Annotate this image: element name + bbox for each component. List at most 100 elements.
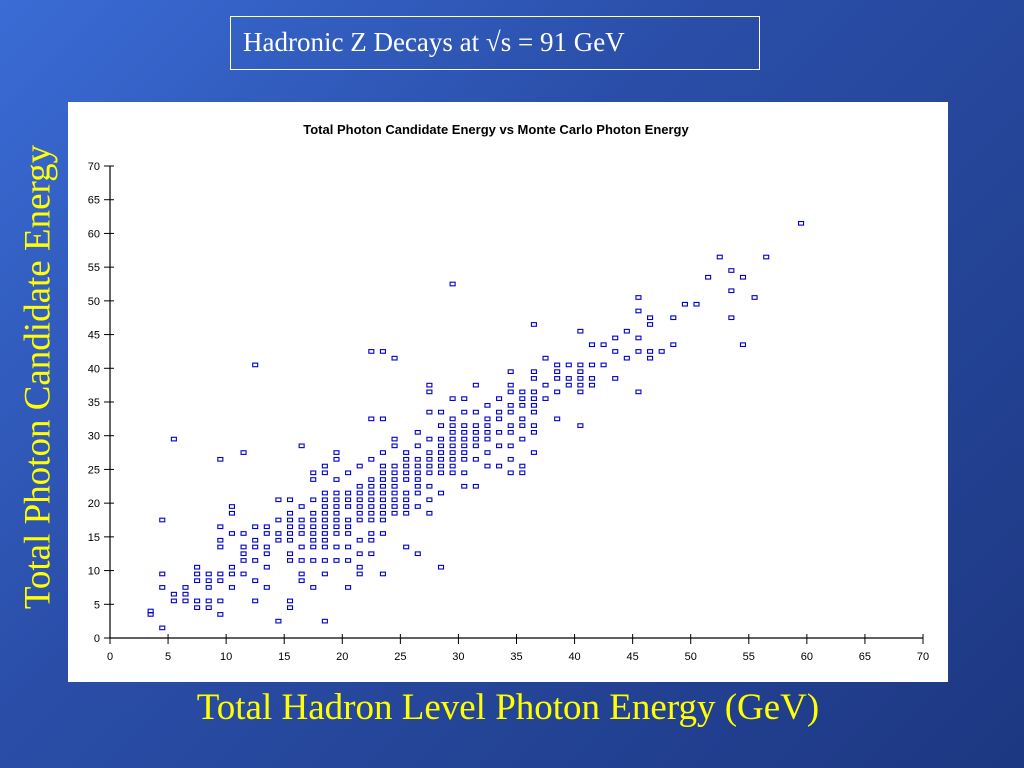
data-point	[228, 585, 235, 590]
data-point	[368, 537, 375, 543]
data-point	[739, 342, 747, 348]
data-point	[286, 537, 294, 543]
data-point	[368, 456, 375, 462]
data-point	[205, 578, 212, 584]
x-tick-label: 60	[801, 651, 813, 663]
data-point	[414, 477, 421, 482]
data-point	[240, 544, 247, 550]
data-point	[333, 544, 340, 550]
data-point	[263, 524, 270, 530]
data-point	[286, 497, 294, 503]
data-point	[345, 585, 352, 590]
data-point	[530, 322, 537, 327]
data-point	[472, 429, 479, 435]
data-point	[228, 571, 235, 577]
data-point	[530, 409, 537, 415]
data-point	[217, 612, 224, 617]
data-point	[298, 524, 305, 530]
data-point	[379, 571, 386, 577]
data-point	[252, 524, 259, 530]
data-point	[437, 470, 445, 476]
data-point	[170, 598, 177, 604]
data-point	[461, 409, 468, 415]
data-point	[507, 403, 514, 408]
data-point	[379, 517, 386, 523]
data-point	[507, 456, 514, 462]
data-point	[461, 396, 468, 401]
data-point	[368, 483, 375, 489]
y-tick-label: 5	[94, 599, 100, 611]
data-point	[507, 429, 514, 435]
data-point	[530, 403, 537, 408]
data-point	[437, 436, 445, 442]
data-point	[194, 598, 201, 604]
data-point	[472, 443, 479, 449]
data-point	[286, 605, 294, 611]
data-point	[681, 301, 688, 307]
data-point	[449, 416, 456, 422]
data-point	[333, 450, 340, 455]
data-point	[670, 342, 677, 348]
data-point	[403, 450, 410, 455]
data-point	[217, 598, 224, 604]
data-point	[403, 504, 410, 509]
axes: 0 5 10 15 20 25 30 35 40 45 50 55 60 65 70 0 5 10 15 20 25 30…	[88, 161, 929, 663]
scatter-chart: Total Photon Candidate Energy vs Monte C…	[88, 122, 929, 663]
data-point	[321, 470, 328, 476]
data-point	[403, 497, 410, 503]
data-point	[588, 382, 596, 388]
y-tick-label: 25	[88, 464, 100, 476]
data-point	[449, 450, 456, 455]
data-point	[414, 483, 421, 489]
data-point	[391, 463, 398, 469]
data-point	[217, 456, 224, 462]
data-point	[205, 571, 212, 577]
data-point	[228, 510, 235, 516]
data-point	[461, 423, 468, 428]
x-tick-label: 65	[859, 651, 871, 663]
data-point	[275, 531, 282, 536]
x-tick-label: 30	[452, 651, 464, 663]
data-point	[496, 429, 503, 435]
data-point	[321, 531, 328, 536]
data-point	[507, 409, 514, 415]
data-point	[449, 281, 456, 287]
data-point	[345, 524, 352, 530]
data-point	[565, 376, 572, 381]
data-point	[379, 483, 386, 489]
data-point	[414, 456, 421, 462]
y-tick-label: 20	[88, 498, 100, 510]
x-tick-label: 15	[278, 651, 290, 663]
data-point	[170, 591, 177, 597]
data-point	[333, 490, 340, 496]
data-point	[310, 510, 317, 516]
data-point	[426, 463, 433, 469]
data-point	[437, 443, 445, 449]
x-tick-label: 0	[107, 651, 113, 663]
data-point	[437, 450, 445, 455]
data-point	[519, 416, 526, 422]
data-point	[437, 463, 445, 469]
data-point	[368, 497, 375, 503]
data-point	[612, 349, 619, 354]
data-point	[263, 564, 270, 570]
data-point	[496, 409, 503, 415]
data-point	[426, 456, 433, 462]
data-point	[333, 477, 340, 482]
data-point	[461, 436, 468, 442]
data-point	[507, 369, 514, 375]
data-point	[356, 483, 363, 489]
data-point	[182, 598, 189, 604]
data-point	[356, 564, 363, 570]
y-tick-label: 0	[94, 633, 100, 645]
data-point	[194, 605, 201, 611]
data-point	[484, 416, 491, 422]
data-point	[403, 544, 410, 550]
data-point	[298, 578, 305, 584]
y-tick-label: 10	[88, 566, 100, 578]
data-point	[356, 517, 363, 523]
data-point	[286, 598, 294, 604]
data-point	[391, 497, 398, 503]
data-point	[391, 436, 398, 442]
data-point	[530, 429, 537, 435]
